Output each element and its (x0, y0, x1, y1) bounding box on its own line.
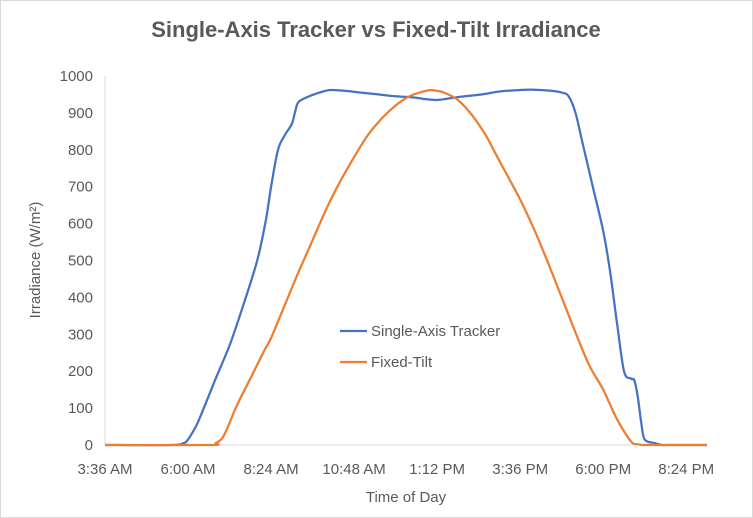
y-tick-labels: 0 100 200 300 400 500 600 700 800 900 1000 (60, 68, 93, 454)
y-axis-title: Irradiance (W/m²) (27, 202, 44, 319)
y-tick-label: 400 (68, 289, 93, 306)
legend-label: Single-Axis Tracker (371, 323, 500, 340)
y-tick-label: 100 (68, 400, 93, 417)
x-tick-label: 10:48 AM (322, 461, 385, 478)
y-tick-label: 500 (68, 253, 93, 270)
x-tick-labels: 3:36 AM 6:00 AM 8:24 AM 10:48 AM 1:12 PM 3:36… (77, 461, 714, 478)
x-tick-label: 3:36 PM (492, 461, 548, 478)
y-tick-label: 600 (68, 216, 93, 233)
x-tick-label: 6:00 AM (161, 461, 216, 478)
chart-title: Single-Axis Tracker vs Fixed-Tilt Irradi… (151, 17, 601, 42)
series-line-single-axis-tracker (104, 88, 707, 447)
series-line-fixed-tilt (104, 88, 707, 447)
x-tick-label: 6:00 PM (575, 461, 631, 478)
x-axis-title: Time of Day (366, 489, 447, 506)
legend: Single-Axis Tracker Fixed-Tilt (340, 323, 500, 371)
y-tick-label: 800 (68, 142, 93, 159)
y-tick-label: 300 (68, 326, 93, 343)
legend-label: Fixed-Tilt (371, 354, 433, 371)
y-tick-label: 200 (68, 363, 93, 380)
x-tick-label: 8:24 PM (658, 461, 714, 478)
x-tick-label: 1:12 PM (409, 461, 465, 478)
x-tick-label: 8:24 AM (244, 461, 299, 478)
y-tick-label: 900 (68, 105, 93, 122)
y-tick-label: 700 (68, 179, 93, 196)
series-lines (104, 88, 707, 447)
x-tick-label: 3:36 AM (77, 461, 132, 478)
y-tick-label: 1000 (60, 68, 93, 85)
y-tick-label: 0 (85, 437, 93, 454)
